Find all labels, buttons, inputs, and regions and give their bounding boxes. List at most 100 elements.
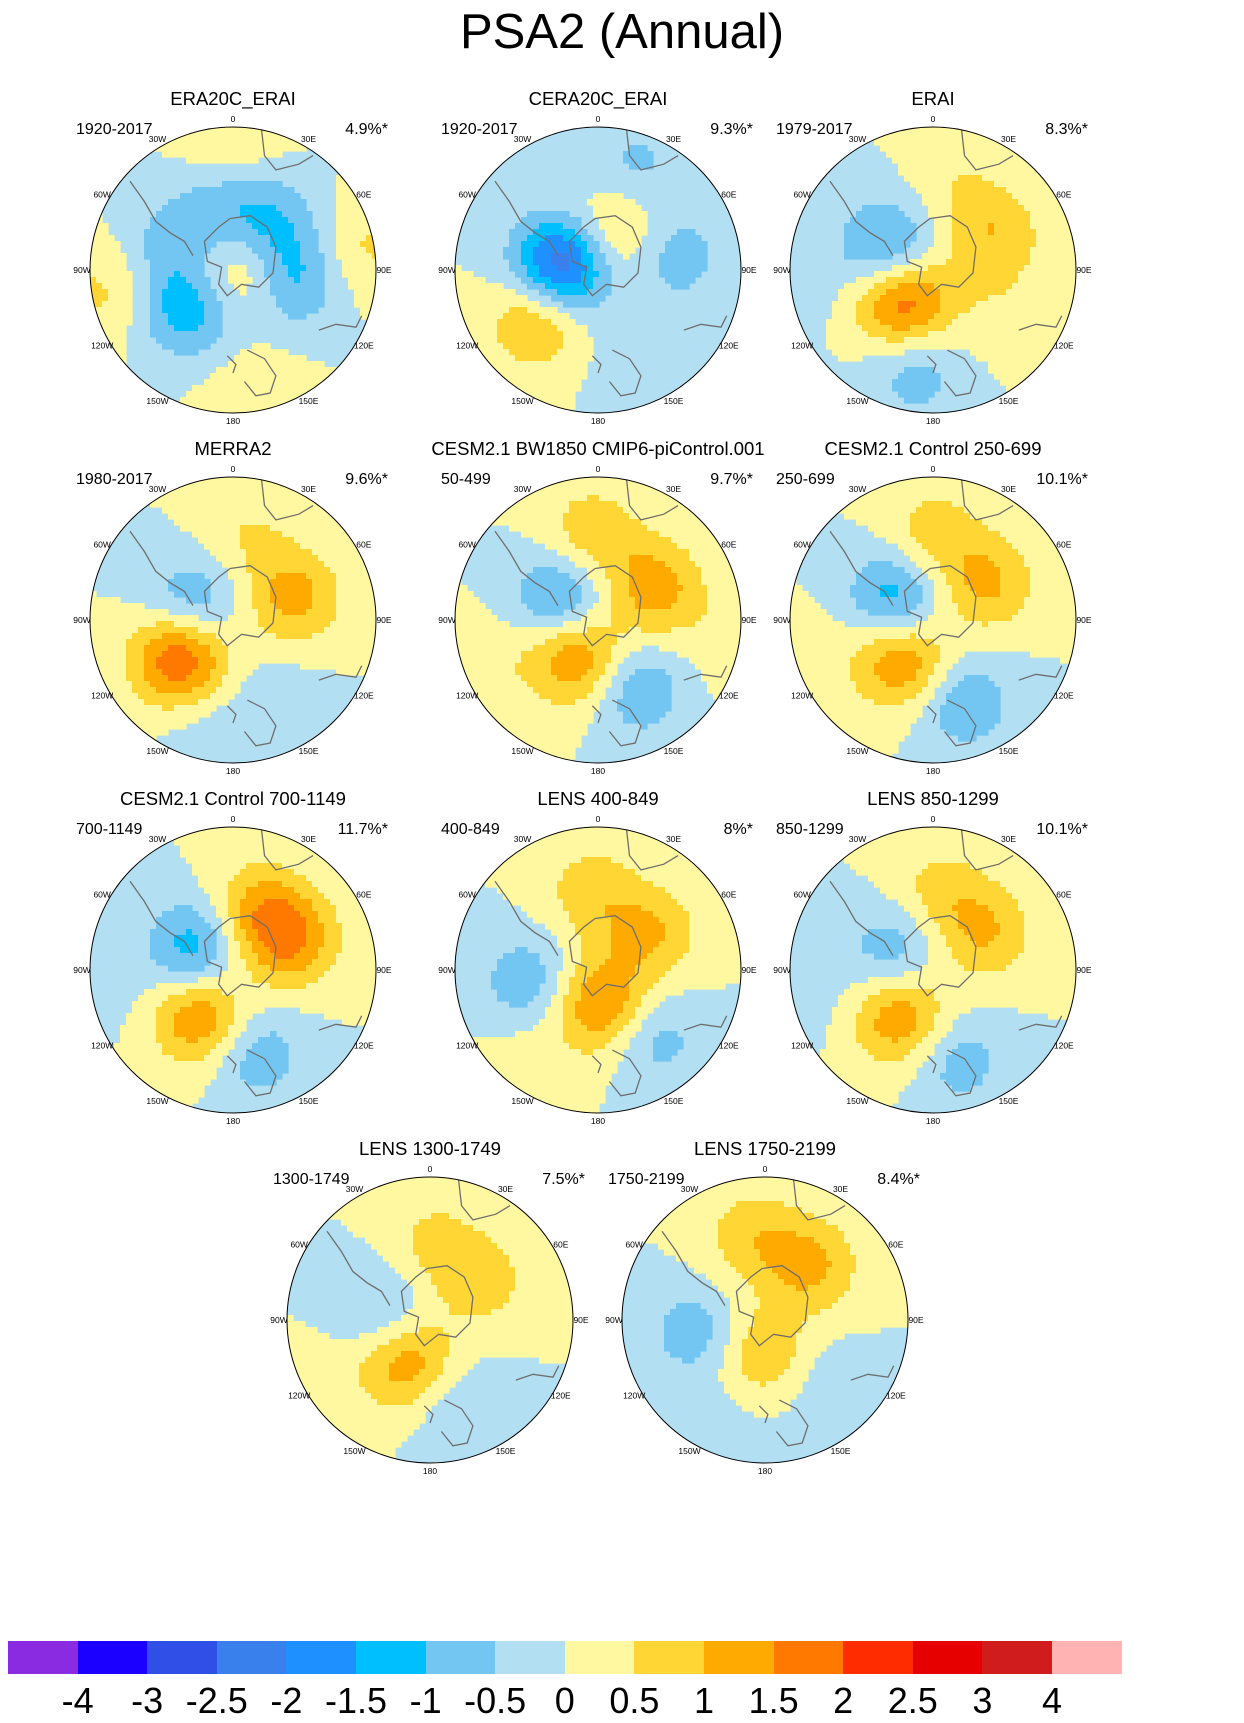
contour-cell <box>665 561 672 568</box>
contour-cell <box>90 621 97 628</box>
contour-cell <box>497 313 504 320</box>
contour-cell <box>587 337 594 344</box>
contour-cell <box>108 657 115 664</box>
contour-cell <box>258 603 265 610</box>
contour-cell <box>461 585 468 592</box>
contour-cell <box>192 313 199 320</box>
contour-cell <box>342 235 349 242</box>
contour-cell <box>210 549 217 556</box>
contour-cell <box>946 205 953 212</box>
contour-cell <box>683 513 690 520</box>
contour-cell <box>126 615 133 622</box>
contour-cell <box>904 289 911 296</box>
contour-cell <box>234 609 241 616</box>
contour-cell <box>318 289 325 296</box>
contour-cell <box>916 139 923 146</box>
contour-cell <box>952 259 959 266</box>
contour-cell <box>539 519 546 526</box>
contour-cell <box>210 319 217 326</box>
contour-cell <box>162 229 169 236</box>
contour-cell <box>509 379 516 386</box>
contour-cell <box>958 133 965 140</box>
contour-cell <box>258 621 265 628</box>
contour-cell <box>276 489 283 496</box>
contour-cell <box>210 325 217 332</box>
contour-cell <box>234 145 241 152</box>
contour-cell <box>276 483 283 490</box>
contour-cell <box>982 295 989 302</box>
contour-cell <box>276 615 283 622</box>
map-panel: 0 30E 60E 90E 120E 150E 180 150W 120W 90W 60W 30W ER… <box>48 88 418 458</box>
contour-cell <box>832 337 839 344</box>
contour-cell <box>569 513 576 520</box>
contour-cell <box>174 501 181 508</box>
contour-cell <box>198 699 205 706</box>
contour-cell <box>533 253 540 260</box>
contour-cell <box>234 271 241 278</box>
contour-cell <box>210 627 217 634</box>
contour-cell <box>545 331 552 338</box>
contour-cell <box>306 247 313 254</box>
longitude-label: 0 <box>596 114 601 124</box>
contour-cell <box>551 343 558 350</box>
contour-cell <box>521 301 528 308</box>
contour-cell <box>168 711 175 718</box>
contour-cell <box>551 361 558 368</box>
contour-cell <box>922 397 929 404</box>
contour-cell <box>1000 151 1007 158</box>
contour-cell <box>108 295 115 302</box>
contour-cell <box>174 337 181 344</box>
contour-cell <box>503 319 510 326</box>
contour-cell <box>605 235 612 242</box>
contour-cell <box>904 223 911 230</box>
contour-cell <box>102 301 109 308</box>
contour-cell <box>533 229 540 236</box>
contour-cell <box>114 337 121 344</box>
contour-cell <box>300 513 307 520</box>
contour-cell <box>114 331 121 338</box>
contour-cell <box>539 337 546 344</box>
contour-cell <box>629 229 636 236</box>
contour-cell <box>288 301 295 308</box>
contour-cell <box>485 343 492 350</box>
contour-cell <box>168 277 175 284</box>
contour-cell <box>874 307 881 314</box>
contour-cell <box>946 271 953 278</box>
contour-cell <box>461 301 468 308</box>
contour-cell <box>174 669 181 676</box>
contour-cell <box>150 621 157 628</box>
contour-cell <box>180 289 187 296</box>
contour-cell <box>102 313 109 320</box>
contour-cell <box>671 555 678 562</box>
contour-cell <box>372 277 376 284</box>
contour-cell <box>898 139 905 146</box>
contour-cell <box>336 603 343 610</box>
contour-cell <box>354 253 361 260</box>
contour-cell <box>982 241 989 248</box>
contour-cell <box>348 205 355 212</box>
contour-cell <box>1012 175 1019 182</box>
contour-cell <box>300 253 307 260</box>
contour-cell <box>904 343 911 350</box>
contour-cell <box>521 307 528 314</box>
contour-cell <box>970 259 977 266</box>
contour-cell <box>970 277 977 284</box>
contour-cell <box>114 313 121 320</box>
contour-cell <box>976 181 983 188</box>
contour-cell <box>150 639 157 646</box>
contour-cell <box>928 373 935 380</box>
contour-cell <box>1066 295 1073 302</box>
contour-cell <box>96 283 103 290</box>
contour-cell <box>186 489 193 496</box>
contour-cell <box>210 507 217 514</box>
contour-cell <box>180 295 187 302</box>
contour-cell <box>216 193 223 200</box>
contour-cell <box>204 187 211 194</box>
contour-cell <box>204 537 211 544</box>
contour-cell <box>336 241 343 248</box>
contour-cell <box>210 193 217 200</box>
panel-period: 1920-2017 <box>441 121 518 138</box>
contour-cell <box>204 247 211 254</box>
contour-cell <box>144 229 151 236</box>
contour-cell <box>240 657 247 664</box>
